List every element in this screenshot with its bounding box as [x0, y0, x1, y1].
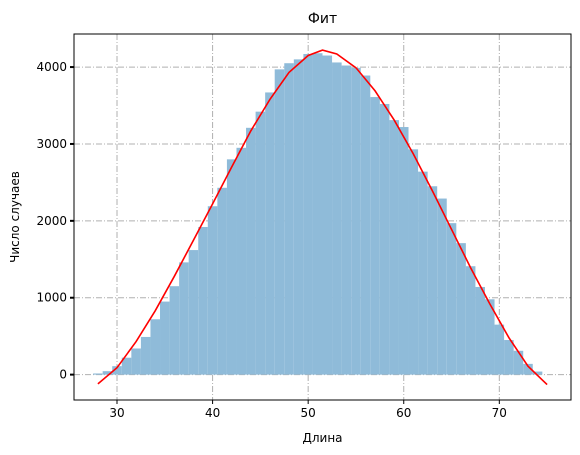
histogram-bar: [465, 266, 476, 375]
histogram-bar: [418, 171, 428, 375]
histogram-bar: [351, 67, 361, 375]
x-tick-label: 50: [301, 406, 316, 420]
histogram-bar: [370, 97, 380, 375]
histogram-bar: [389, 120, 399, 375]
histogram-bar: [169, 286, 180, 375]
x-tick-label: 70: [492, 406, 507, 420]
histogram-bar: [341, 65, 352, 375]
histogram-bar: [523, 363, 533, 375]
y-tick-label: 4000: [36, 60, 67, 74]
histogram-bar: [112, 366, 122, 375]
histogram-bar: [379, 103, 390, 375]
histogram-bar: [312, 53, 323, 375]
histogram-bar: [198, 226, 208, 375]
histogram-bar: [360, 75, 371, 375]
fit-curve-line: [97, 49, 548, 386]
histogram-bar: [504, 340, 514, 375]
histogram-bar: [446, 223, 457, 375]
histogram-bar: [513, 350, 524, 375]
histogram-bar: [456, 243, 466, 375]
histogram-bar: [246, 127, 256, 375]
histogram-bar: [332, 62, 342, 375]
histogram-bar: [93, 373, 103, 375]
x-tick-label: 40: [205, 406, 220, 420]
histogram-bar: [217, 187, 227, 375]
y-tick-label: 1000: [36, 291, 67, 305]
histogram-bar: [160, 301, 170, 375]
histogram-bar: [255, 111, 266, 375]
x-tick-label: 60: [396, 406, 411, 420]
histogram-bar: [150, 319, 161, 375]
x-tick-label: 30: [109, 406, 124, 420]
y-axis-title: Число случаев: [8, 171, 22, 263]
histogram-bar: [140, 336, 151, 375]
histogram-bar: [437, 198, 447, 375]
histogram-bar: [303, 53, 313, 375]
histogram-bar: [408, 149, 419, 375]
y-tick-label: 3000: [36, 137, 67, 151]
histogram-bar: [398, 127, 409, 375]
histogram-bar: [226, 159, 237, 375]
histogram-bar: [484, 299, 495, 375]
histogram-bar: [236, 147, 247, 375]
histogram-bar: [293, 59, 304, 375]
histogram-bar: [494, 324, 505, 375]
histogram-bar: [284, 63, 294, 375]
histogram-bar: [475, 286, 485, 375]
y-tick-label: 2000: [36, 214, 67, 228]
histogram-bar: [121, 357, 132, 375]
y-tick-label: 0: [59, 368, 67, 382]
histogram-bar: [179, 262, 189, 375]
x-axis-ticks: 30 40 50 60 70: [109, 400, 507, 420]
histogram-bars: [93, 53, 543, 375]
x-axis-title: Длина: [302, 431, 342, 445]
histogram-bar: [265, 92, 275, 375]
histogram-bar: [427, 186, 438, 375]
histogram-bar: [322, 55, 333, 375]
histogram-bar: [532, 371, 543, 375]
histogram-bar: [131, 348, 141, 375]
plot-frame: [73, 33, 572, 401]
histogram-bar: [274, 69, 285, 375]
fit-curve-layer: [97, 49, 548, 386]
histogram-bar: [207, 206, 218, 375]
y-axis-ticks: 0 1000 2000 3000 4000: [36, 60, 74, 382]
histogram-bar: [102, 371, 113, 375]
chart-title: Фит: [308, 11, 337, 27]
histogram-bar: [188, 250, 199, 375]
